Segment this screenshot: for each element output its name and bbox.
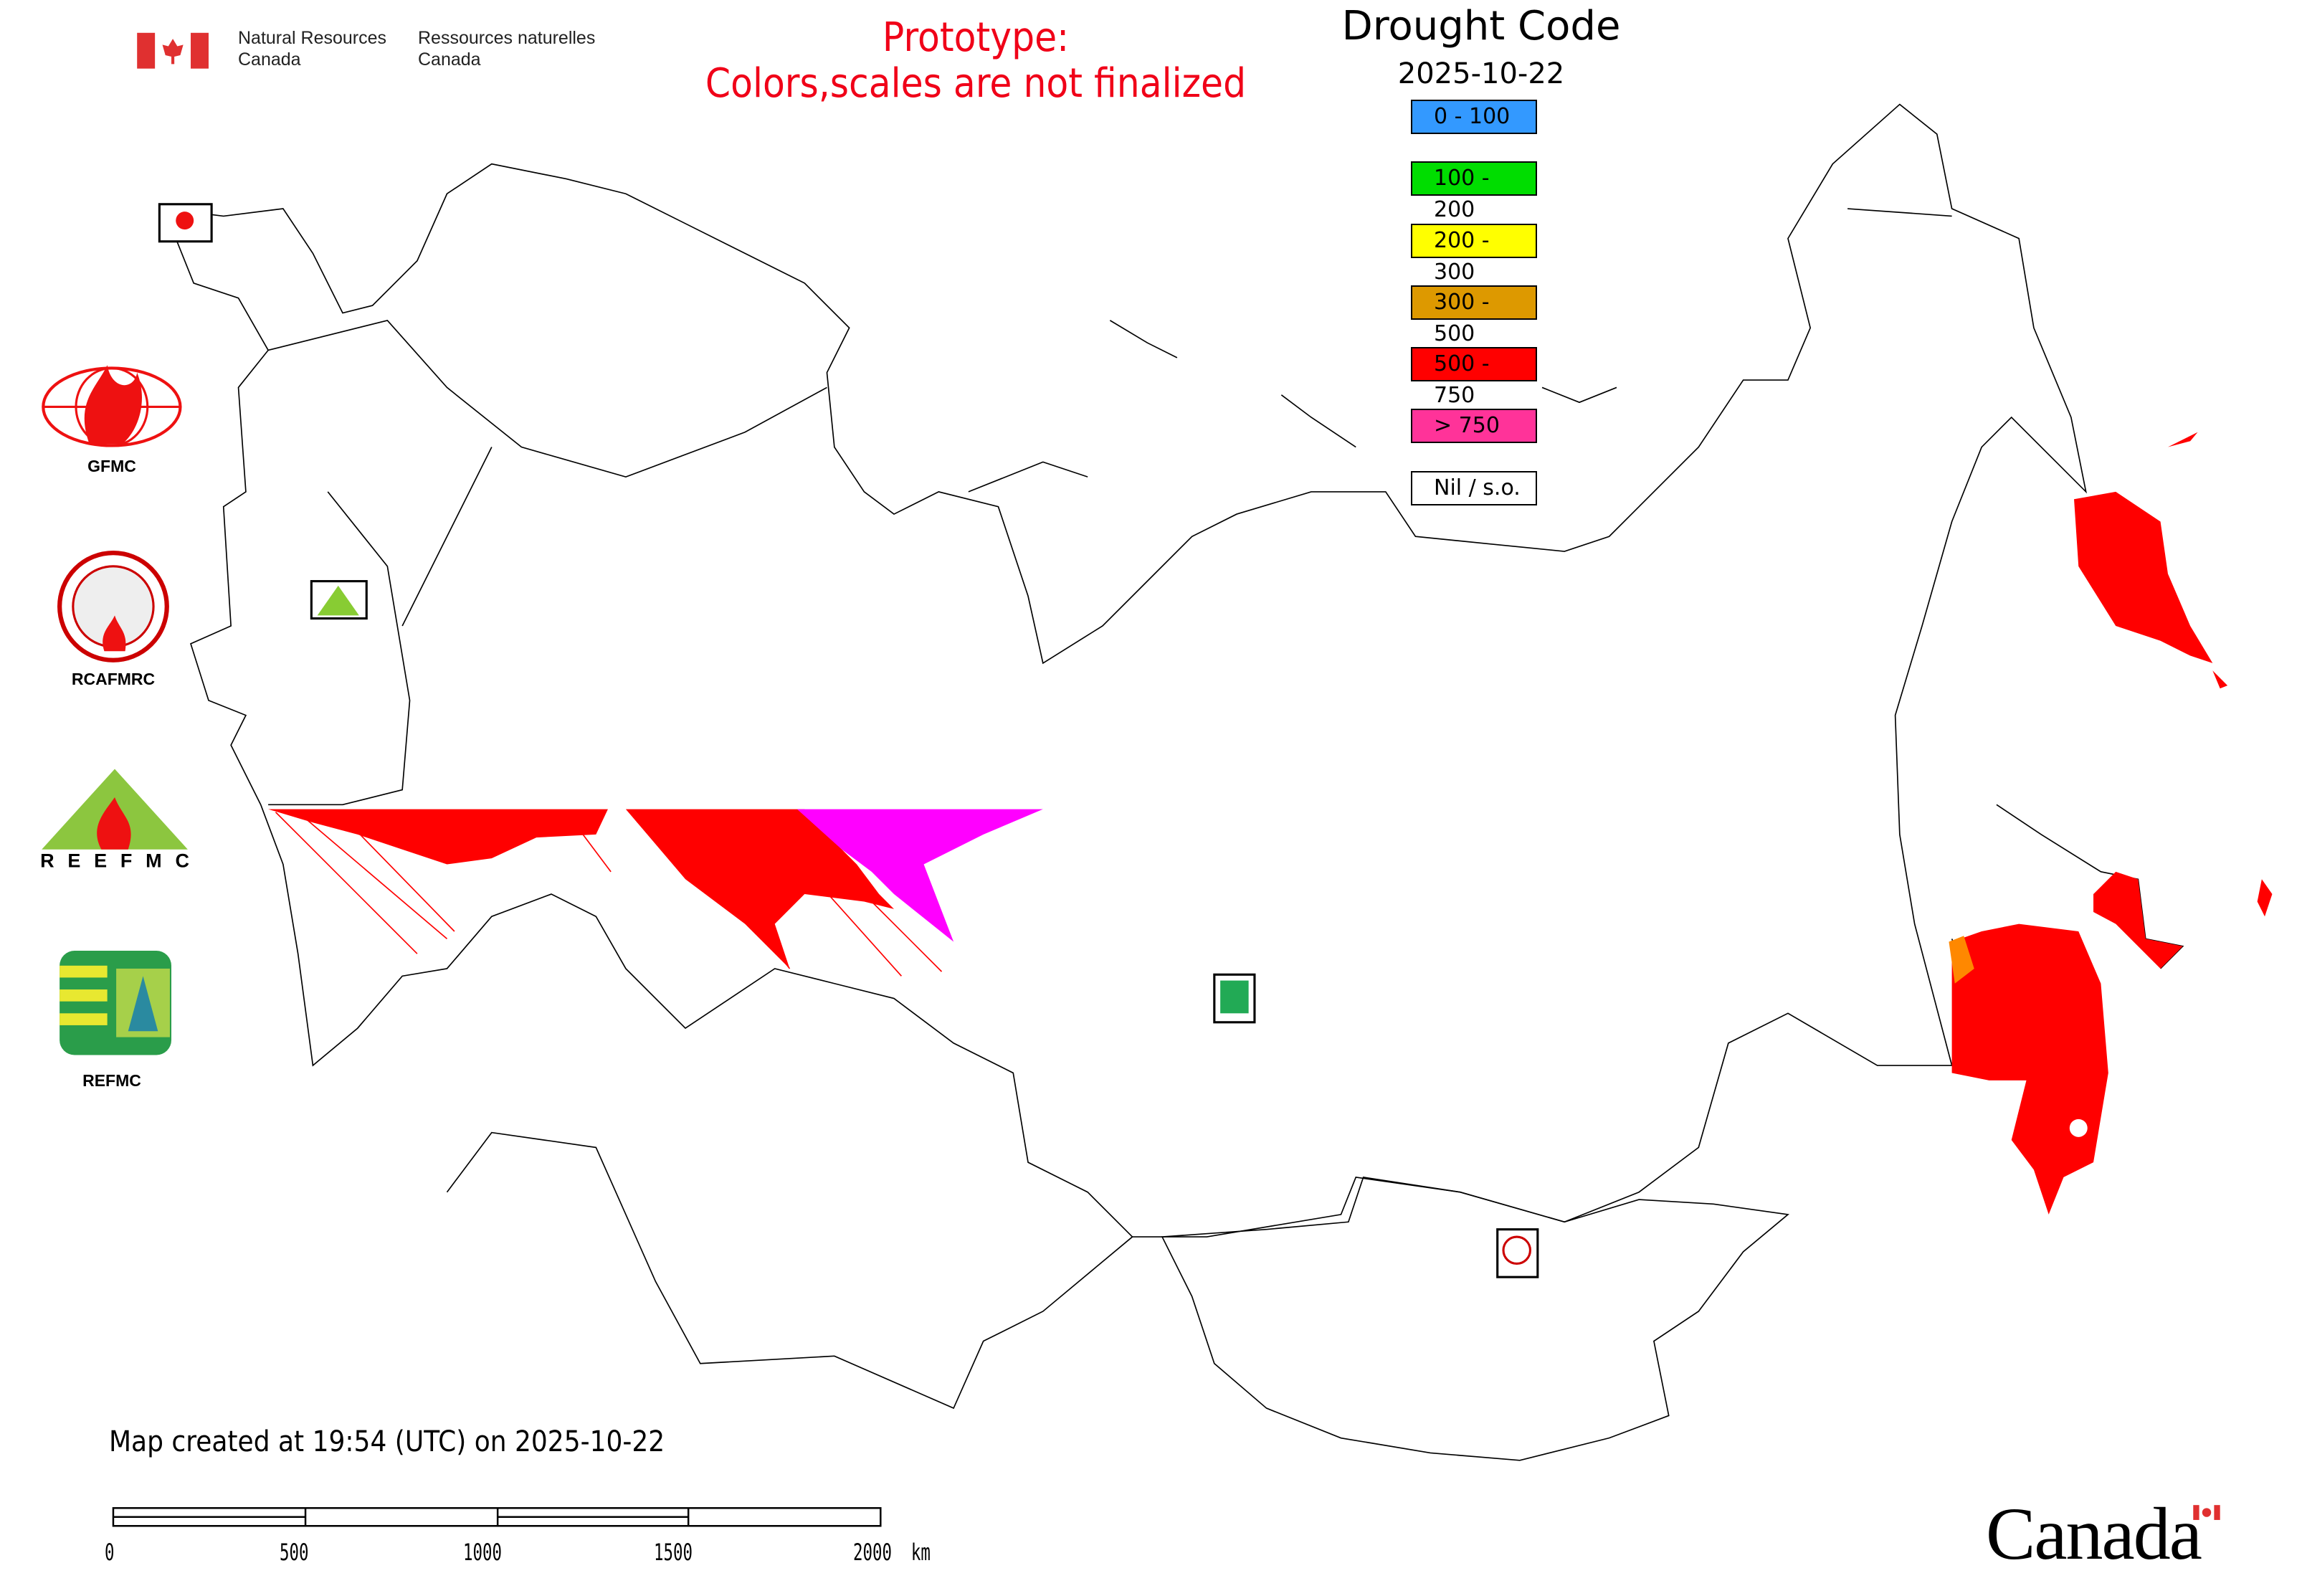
legend-date: 2025-10-22 (1397, 57, 1565, 90)
fill-primorye-red (1951, 923, 2108, 1215)
legend-item: Nil / s.o. (1411, 471, 1537, 505)
agency-fr-line2: Canada (418, 49, 481, 70)
refmc-marker-green-icon (1220, 980, 1249, 1014)
canada-wordmark: Canada (1986, 1493, 2202, 1575)
arctic-islands (968, 320, 1617, 493)
fill-kamchatka-red (2074, 491, 2213, 663)
scale-label-2000: 2000 km (853, 1539, 931, 1566)
fill-islands (2167, 432, 2273, 917)
island (2167, 432, 2198, 447)
agency-fr-line1: Ressources naturelles (418, 28, 596, 48)
rcafmrc-marker-seal-icon (1502, 1235, 1531, 1265)
legend-item: 200 - 300 (1411, 224, 1537, 285)
refmc-label: REFMC (82, 1071, 141, 1090)
streak (298, 812, 448, 940)
agency-en-line1: Natural Resources (238, 28, 387, 48)
mongolia-outline (1161, 1177, 1789, 1461)
reefmc-triangle-logo-icon: REEFMC (40, 769, 189, 872)
fill-primorye-orange (1949, 936, 1974, 984)
fill-west-band-red (268, 809, 608, 865)
streak (342, 816, 455, 932)
country-borders (163, 103, 2184, 1461)
legend-item-label: > 750 (1434, 413, 1500, 438)
kazakhstan-border (446, 1131, 1133, 1410)
legend-item: 100 - 200 (1411, 161, 1537, 222)
prototype-notice-line2: Colors,scales are not finalized (705, 60, 1247, 107)
fill-central-band-red (625, 809, 894, 969)
legend-item-label: 200 - 300 (1434, 228, 1490, 285)
legend-item-label: 500 - 750 (1434, 351, 1490, 408)
prototype-notice-line1: Prototype: (882, 14, 1070, 61)
rcafmrc-seal-logo-icon (57, 550, 169, 662)
scale-label-1500: 1500 (654, 1539, 693, 1566)
scale-bar (112, 1507, 882, 1527)
legend-item: 0 - 100 (1411, 100, 1537, 134)
island (2212, 670, 2228, 689)
legend-item: 300 - 500 (1411, 285, 1537, 346)
gfmc-globe-flame-logo-icon (42, 365, 182, 447)
fill-gap-white (2069, 1118, 2088, 1137)
internal-borders (267, 208, 1983, 1066)
scale-label-500: 500 (280, 1539, 309, 1566)
scale-label-1000: 1000 (463, 1539, 502, 1566)
agency-en-line2: Canada (238, 49, 301, 70)
fill-central-band-magenta (796, 809, 1043, 942)
russia-outline (163, 103, 2087, 1238)
refmc-green-logo-icon (60, 951, 172, 1055)
rcafmrc-label: RCAFMRC (71, 670, 156, 688)
island (2257, 879, 2273, 917)
gfmc-label: GFMC (87, 457, 136, 475)
streak (670, 816, 791, 969)
canada-flag-icon (137, 32, 209, 69)
agency-name-en: Natural Resources Canada (238, 27, 386, 70)
reefmc-marker-triangle-icon (317, 585, 359, 616)
gfmc-marker-flame-icon (176, 212, 194, 230)
scale-label-0: 0 (105, 1539, 115, 1566)
legend-item: 500 - 750 (1411, 347, 1537, 408)
legend-item-label: Nil / s.o. (1434, 475, 1521, 500)
agency-name-fr: Ressources naturelles Canada (418, 27, 595, 70)
canada-wordmark-flag-icon (2193, 1505, 2220, 1520)
streak (834, 863, 943, 972)
fill-sakhalin-red (2093, 871, 2183, 969)
drought-fill-areas (268, 432, 2273, 1215)
streak (774, 834, 903, 977)
legend-title: Drought Code (1341, 3, 1621, 49)
legend-item-label: 0 - 100 (1434, 104, 1511, 129)
legend-item-label: 100 - 200 (1434, 166, 1490, 222)
svg-text:REEFMC: REEFMC (40, 850, 189, 872)
map-created-timestamp: Map created at 19:54 (UTC) on 2025-10-22 (109, 1425, 665, 1458)
fill-streaks (275, 812, 943, 977)
map-partner-markers (158, 203, 1539, 1278)
legend-item-label: 300 - 500 (1434, 290, 1490, 346)
legend-item: > 750 (1411, 409, 1537, 443)
streak (275, 812, 418, 954)
streak (566, 812, 612, 873)
